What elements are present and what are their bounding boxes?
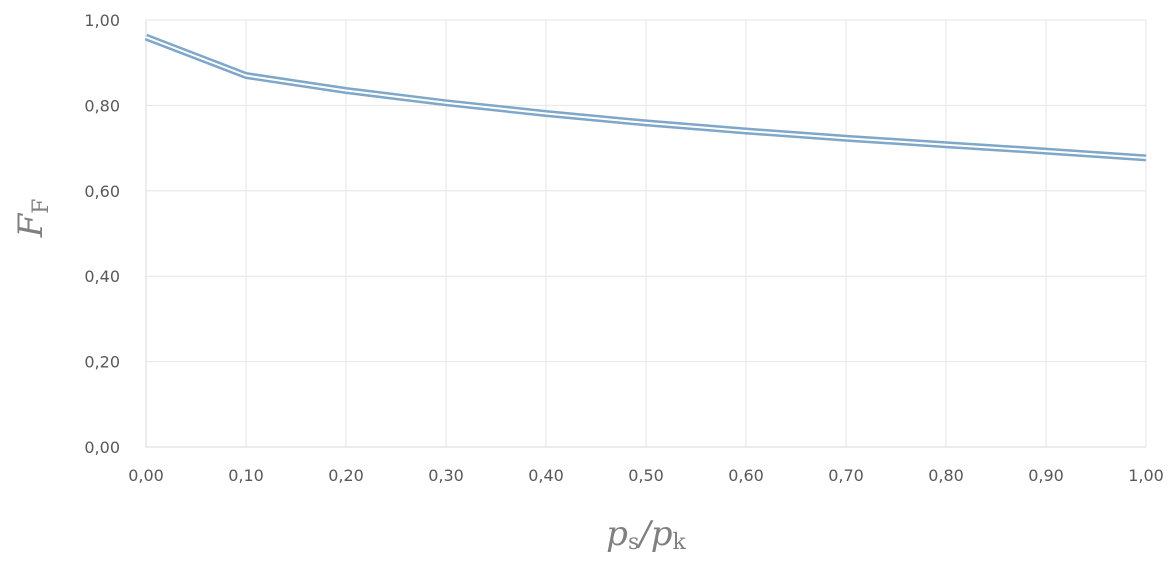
x-tick-label: 0,20 [328,466,364,485]
x-axis-title-slash: / [636,514,654,554]
x-tick-label: 0,00 [128,466,164,485]
x-tick-label: 0,60 [728,466,764,485]
x-axis-title-sub1: s [628,530,639,555]
y-tick-label: 0,00 [84,438,120,457]
axes [145,20,1146,448]
y-tick-labels: 0,00 0,20 0,40 0,60 0,80 1,00 [84,11,120,457]
x-axis-title-main2: p [651,514,673,554]
x-axis-title: ps/pk [606,514,686,555]
x-tick-label: 0,70 [828,466,864,485]
x-axis-title-sub2: k [672,530,686,555]
series-layer [144,33,1147,162]
y-axis-title: FF [11,199,54,239]
y-tick-label: 0,60 [84,182,120,201]
x-tick-label: 0,90 [1028,466,1064,485]
x-tick-label: 0,50 [628,466,664,485]
y-axis-title-main: F [11,212,51,238]
x-tick-labels: 0,00 0,10 0,20 0,30 0,40 0,50 0,60 0,70 0,80 0,90… [128,466,1164,485]
y-axis-title-sub: F [29,199,54,214]
x-tick-label: 1,00 [1128,466,1164,485]
y-tick-label: 0,20 [84,353,120,372]
x-tick-label: 0,80 [928,466,964,485]
x-tick-label: 0,30 [428,466,464,485]
y-tick-label: 0,80 [84,96,120,115]
y-tick-label: 1,00 [84,11,120,30]
x-tick-label: 0,40 [528,466,564,485]
x-axis-title-main: p [606,514,628,554]
y-tick-label: 0,40 [84,267,120,286]
x-tick-label: 0,10 [228,466,264,485]
gridlines [146,19,1147,447]
